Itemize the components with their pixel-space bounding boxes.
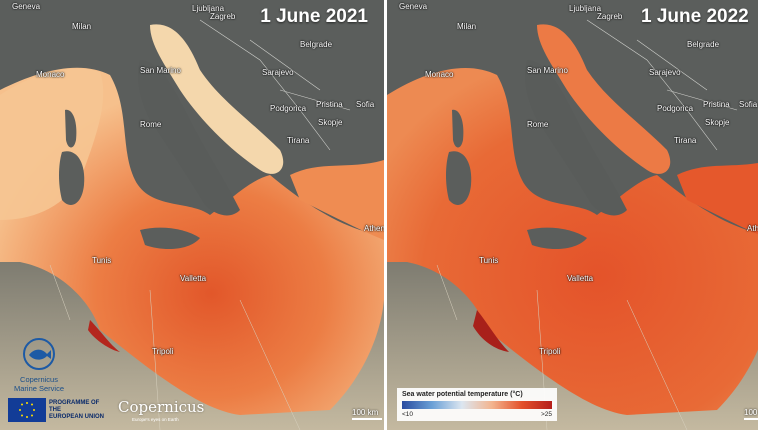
city-label: Ljubljana xyxy=(569,4,602,13)
scale-label: 100 xyxy=(744,408,758,417)
date-label-2022: 1 June 2022 xyxy=(641,6,749,27)
city-label: Ath xyxy=(747,224,758,233)
city-label: Tirana xyxy=(674,136,697,145)
eu-programme-badge: PROGRAMME OF THE EUROPEAN UNION xyxy=(8,398,109,422)
city-label: Milan xyxy=(457,22,477,31)
city-label: San Marino xyxy=(140,66,181,75)
scale-bar: 100 xyxy=(744,408,758,420)
date-label-2021: 1 June 2021 xyxy=(260,6,368,27)
city-label: Sarajevo xyxy=(649,68,681,77)
panel-2021: 1 June 2021 Geneva Ljubljana Zagreb Mila… xyxy=(0,0,384,430)
city-label: Skopje xyxy=(318,118,343,127)
city-label: Ljubljana xyxy=(192,4,225,13)
copernicus-marine-logo: Copernicus Marine Service xyxy=(6,338,72,393)
fish-logo-icon xyxy=(23,338,55,370)
city-label: Geneva xyxy=(399,2,428,11)
city-label: Tunis xyxy=(92,256,112,265)
legend-ticks: <10 >25 xyxy=(402,411,552,418)
scale-label: 100 km xyxy=(352,408,379,417)
city-label: Tirana xyxy=(287,136,310,145)
eu-line1: PROGRAMME OF THE xyxy=(49,399,100,413)
city-label: Belgrade xyxy=(300,40,333,49)
cms-line1: Copernicus xyxy=(20,375,58,384)
city-label: Sofia xyxy=(739,100,758,109)
city-label: Podgorica xyxy=(657,104,694,113)
eu-text: PROGRAMME OF THE EUROPEAN UNION xyxy=(49,400,109,421)
sea-temperature-map-2021 xyxy=(0,0,384,430)
legend-max-label: >25 xyxy=(540,411,552,418)
city-label: Belgrade xyxy=(687,40,720,49)
city-label: Monaco xyxy=(425,70,454,79)
city-label: Rome xyxy=(140,120,162,129)
legend-min-label: <10 xyxy=(402,411,414,418)
city-label: Valletta xyxy=(180,274,207,283)
city-label: Geneva xyxy=(12,2,41,11)
city-label: Zagreb xyxy=(597,12,623,21)
city-label: Sofia xyxy=(356,100,375,109)
temperature-legend: Sea water potential temperature (°C) <10… xyxy=(397,388,557,421)
eu-line2: EUROPEAN UNION xyxy=(49,413,105,420)
copernicus-tagline: Europe's eyes on Earth xyxy=(132,417,179,422)
scale-line xyxy=(352,418,382,420)
legend-color-ramp xyxy=(402,401,552,409)
city-label: Pristina xyxy=(703,100,730,109)
scale-bar: 100 km xyxy=(352,408,382,420)
panel-2022: 1 June 2022 Geneva Ljubljana Zagreb Mila… xyxy=(387,0,758,430)
city-label: Tunis xyxy=(479,256,499,265)
city-label: Milan xyxy=(72,22,92,31)
city-label: San Marino xyxy=(527,66,568,75)
scale-line xyxy=(744,418,758,420)
city-label: Podgorica xyxy=(270,104,307,113)
city-label: Valletta xyxy=(567,274,594,283)
city-label: Tripoli xyxy=(539,347,561,356)
copernicus-logo: Copernicus Europe's eyes on Earth xyxy=(118,398,204,422)
city-label: Rome xyxy=(527,120,549,129)
legend-title: Sea water potential temperature (°C) xyxy=(402,391,523,398)
city-label: Skopje xyxy=(705,118,730,127)
city-label: Pristina xyxy=(316,100,343,109)
eu-flag-icon xyxy=(8,398,46,422)
cms-line2: Marine Service xyxy=(13,384,65,393)
city-label: Athens xyxy=(364,224,384,233)
city-label: Zagreb xyxy=(210,12,236,21)
copernicus-name: Copernicus xyxy=(118,398,205,416)
city-label: Tripoli xyxy=(152,347,174,356)
panel-divider xyxy=(384,0,387,430)
city-label: Sarajevo xyxy=(262,68,294,77)
city-label: Monaco xyxy=(36,70,65,79)
sea-temperature-map-2022 xyxy=(387,0,758,430)
